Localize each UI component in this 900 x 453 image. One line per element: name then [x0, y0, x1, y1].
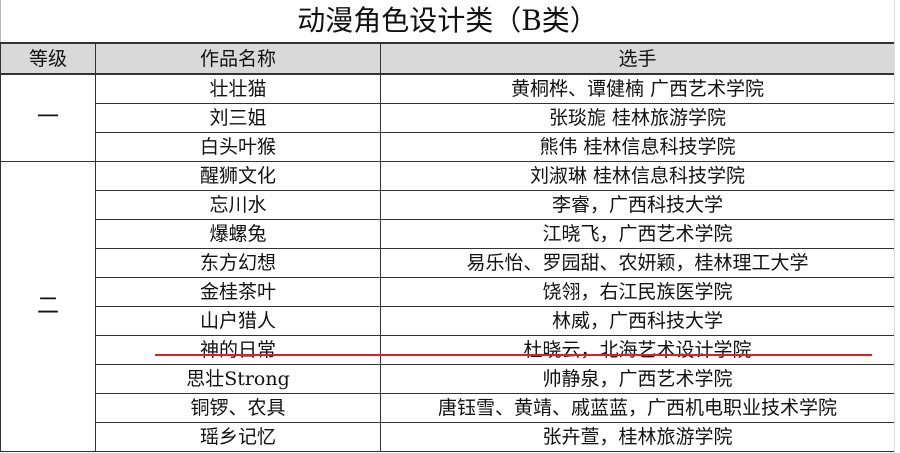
players-cell[interactable]: 饶翎，右江民族医学院: [380, 277, 895, 307]
work-name-cell[interactable]: 铜锣、农具: [95, 393, 381, 423]
sheet-edge: [894, 0, 900, 453]
players-cell[interactable]: 刘淑琳 桂林信息科技学院: [380, 161, 895, 191]
work-name-cell[interactable]: 思壮Strong: [95, 364, 381, 394]
table-row: 一壮壮猫 黄桐桦、谭健楠 广西艺术学院: [0, 73, 895, 162]
work-name-cell[interactable]: 忘川水: [95, 190, 381, 220]
players-cell[interactable]: 杜晓云，北海艺术设计学院: [380, 335, 895, 365]
players-cell[interactable]: 江晓飞，广西艺术学院: [380, 219, 895, 249]
work-name-cell[interactable]: 醒狮文化: [95, 161, 381, 191]
players-cell[interactable]: 唐钰雪、黄靖、戚蓝蓝，广西机电职业技术学院: [380, 393, 895, 423]
grade-cell[interactable]: 二: [0, 161, 96, 452]
players-cell[interactable]: 易乐怡、罗园甜、农妍颖，桂林理工大学: [380, 248, 895, 278]
players-cell[interactable]: 黄桐桦、谭健楠 广西艺术学院: [380, 73, 895, 104]
work-name-cell[interactable]: 东方幻想: [95, 248, 381, 278]
work-name-cell[interactable]: 神的日常: [95, 335, 381, 365]
players-cell[interactable]: 张卉萱，桂林旅游学院: [380, 422, 895, 452]
work-name-cell[interactable]: 瑶乡记忆: [95, 422, 381, 452]
table-row: 二醒狮文化 刘淑琳 桂林信息科技学院: [0, 161, 895, 452]
work-name-cell[interactable]: 白头叶猴: [95, 132, 381, 162]
table-row: 神的日常 杜晓云，北海艺术设计学院: [1, 335, 895, 365]
players-cell[interactable]: 林威，广西科技大学: [380, 306, 895, 336]
table-row: 忘川水 李睿，广西科技大学: [1, 190, 895, 220]
work-name-cell[interactable]: 壮壮猫: [95, 73, 381, 104]
players-cell[interactable]: 熊伟 桂林信息科技学院: [380, 132, 895, 162]
table-row: 刘三姐 张琰旎 桂林旅游学院: [1, 103, 895, 133]
work-name-cell[interactable]: 刘三姐: [95, 103, 381, 133]
header-work[interactable]: 作品名称: [95, 42, 381, 75]
table-row: 思壮Strong 帅静泉，广西艺术学院: [1, 364, 895, 394]
table-row: 瑶乡记忆 张卉萱，桂林旅游学院: [1, 422, 895, 452]
table-row: 爆螺兔 江晓飞，广西艺术学院: [1, 219, 895, 249]
table-row: 白头叶猴 熊伟 桂林信息科技学院: [1, 132, 895, 162]
grade-cell[interactable]: 一: [0, 73, 96, 162]
header-grade[interactable]: 等级: [0, 42, 96, 75]
red-underline-annotation: [155, 354, 872, 356]
table-row: 山户猎人 林威，广西科技大学: [1, 306, 895, 336]
work-name-cell[interactable]: 山户猎人: [95, 306, 381, 336]
work-name-cell[interactable]: 爆螺兔: [95, 219, 381, 249]
sheet-title: 动漫角色设计类（B类）: [0, 0, 895, 42]
awards-table: 等级 作品名称 选手 一壮壮猫 黄桐桦、谭健楠 广西艺术学院 刘三姐 张琰旎 桂林旅游…: [0, 42, 895, 452]
players-cell[interactable]: 李睿，广西科技大学: [380, 190, 895, 220]
work-name-cell[interactable]: 金桂茶叶: [95, 277, 381, 307]
header-players[interactable]: 选手: [380, 42, 895, 75]
table-row: 东方幻想 易乐怡、罗园甜、农妍颖，桂林理工大学: [1, 248, 895, 278]
table-row: 金桂茶叶 饶翎，右江民族医学院: [1, 277, 895, 307]
players-cell[interactable]: 张琰旎 桂林旅游学院: [380, 103, 895, 133]
table-row: 铜锣、农具 唐钰雪、黄靖、戚蓝蓝，广西机电职业技术学院: [1, 393, 895, 423]
players-cell[interactable]: 帅静泉，广西艺术学院: [380, 364, 895, 394]
header-row: 等级 作品名称 选手: [0, 42, 895, 75]
